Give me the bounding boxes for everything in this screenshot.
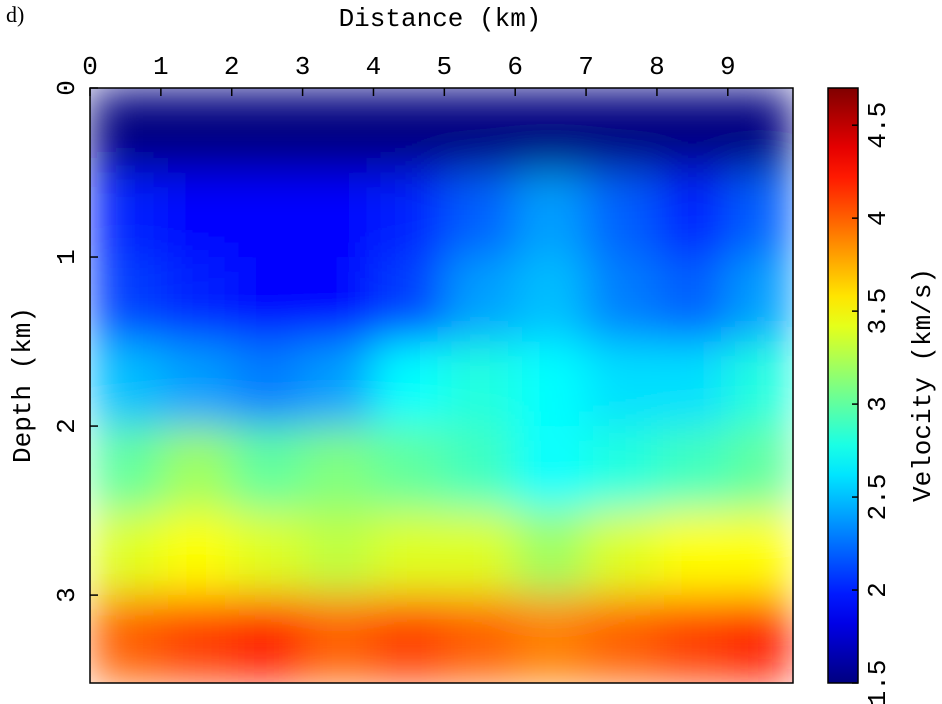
heatmap-cell: [444, 257, 516, 343]
heatmap-cell: [160, 510, 233, 596]
colorbar-tick-label: 3.5: [863, 288, 893, 335]
heatmap-cell: [515, 426, 587, 512]
heatmap-cell: [160, 172, 233, 258]
heatmap-cell: [727, 341, 793, 427]
heatmap-cell: [727, 510, 793, 596]
heatmap-cell: [515, 341, 587, 427]
heatmap-cell: [231, 426, 304, 512]
heatmap-cell: [727, 88, 793, 174]
heatmap-cell: [302, 595, 374, 683]
colorbar-tick-label: 2.5: [863, 474, 893, 521]
colorbar: [827, 87, 859, 684]
heatmap-cell: [444, 510, 516, 596]
heatmap-cell: [586, 595, 658, 683]
heatmap-cell: [656, 426, 729, 512]
x-tick-label: 1: [153, 52, 169, 82]
heatmap-cell: [302, 172, 374, 258]
heatmap-cell: [727, 172, 793, 258]
heatmap-cell: [90, 88, 162, 174]
heatmap-cell: [373, 341, 445, 427]
heatmap-cell: [160, 88, 233, 174]
heatmap-cell: [373, 88, 445, 174]
heatmap-cell: [586, 510, 658, 596]
heatmap-cell: [90, 595, 162, 683]
y-tick-label: 0: [52, 80, 82, 96]
y-tick-label: 2: [52, 418, 82, 434]
y-tick-label: 3: [52, 587, 82, 603]
heatmap-cell: [90, 172, 162, 258]
heatmap-cell: [373, 595, 445, 683]
x-tick-label: 2: [224, 52, 240, 82]
heatmap-cell: [656, 341, 729, 427]
heatmap-cell: [515, 172, 587, 258]
heatmap-cell: [656, 257, 729, 343]
y-axis-label: Depth (km): [8, 307, 38, 463]
x-axis-label: Distance (km): [339, 4, 542, 34]
heatmap-cell: [160, 595, 233, 683]
colorbar-tick-label: 1.5: [863, 660, 893, 704]
heatmap-cell: [586, 172, 658, 258]
y-tick-label: 1: [52, 249, 82, 265]
heatmap-cell: [444, 595, 516, 683]
heatmap-cell: [444, 426, 516, 512]
heatmap-cell: [656, 88, 729, 174]
heatmap-cell: [727, 257, 793, 343]
chart-title: d): [6, 2, 24, 27]
heatmap-cell: [515, 257, 587, 343]
heatmap-cell: [90, 341, 162, 427]
heatmap-cell: [231, 88, 304, 174]
heatmap-cell: [515, 510, 587, 596]
heatmap-cell: [90, 426, 162, 512]
heatmap-cell: [373, 510, 445, 596]
heatmap-cell: [515, 88, 587, 174]
plot-frame: [89, 87, 794, 684]
heatmap-cell: [90, 510, 162, 596]
heatmap-cell: [444, 341, 516, 427]
heatmap-cell: [373, 257, 445, 343]
heatmap-cell: [727, 595, 793, 683]
heatmap-cell: [586, 341, 658, 427]
heatmap-cell: [231, 341, 304, 427]
heatmap-cell: [231, 257, 304, 343]
heatmap-cell: [586, 257, 658, 343]
heatmap-cell: [727, 426, 793, 512]
heatmap-cell: [302, 510, 374, 596]
heatmap-cell: [586, 88, 658, 174]
x-tick-label: 8: [649, 52, 665, 82]
x-tick-label: 5: [437, 52, 453, 82]
heatmap-cell: [160, 257, 233, 343]
x-tick-label: 0: [82, 52, 98, 82]
heatmap-cell: [656, 510, 729, 596]
x-tick-label: 6: [507, 52, 523, 82]
heatmap: [90, 88, 793, 683]
heatmap-cell: [444, 172, 516, 258]
x-tick-label: 3: [295, 52, 311, 82]
heatmap-cell: [373, 172, 445, 258]
heatmap-cell: [90, 257, 162, 343]
x-tick-label: 9: [720, 52, 736, 82]
heatmap-cell: [302, 426, 374, 512]
colorbar-tick-label: 4.5: [863, 102, 893, 149]
heatmap-cell: [231, 172, 304, 258]
heatmap-cell: [373, 426, 445, 512]
colorbar-label: Velocity (km/s): [908, 268, 938, 502]
heatmap-cell: [656, 172, 729, 258]
x-tick-label: 7: [578, 52, 594, 82]
heatmap-cell: [231, 510, 304, 596]
heatmap-cell: [160, 341, 233, 427]
heatmap-cell: [231, 595, 304, 683]
colorbar-tick-label: 3: [863, 396, 893, 412]
heatmap-cell: [302, 257, 374, 343]
heatmap-cell: [302, 341, 374, 427]
colorbar-tick-label: 4: [863, 210, 893, 226]
x-tick-label: 4: [366, 52, 382, 82]
heatmap-cell: [302, 88, 374, 174]
heatmap-cell: [160, 426, 233, 512]
colorbar-tick-label: 2: [863, 582, 893, 598]
heatmap-cell: [515, 595, 587, 683]
heatmap-cell: [444, 88, 516, 174]
heatmap-cell: [656, 595, 729, 683]
heatmap-cell: [586, 426, 658, 512]
